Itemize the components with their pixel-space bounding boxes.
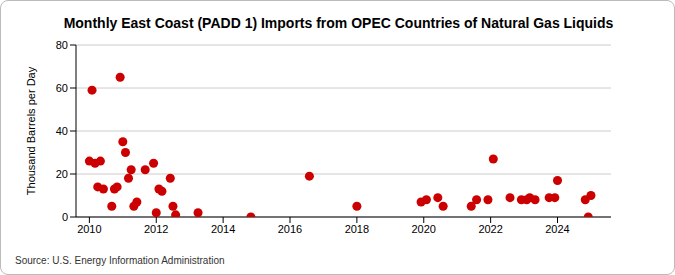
svg-text:2018: 2018 bbox=[345, 223, 369, 235]
svg-text:20: 20 bbox=[56, 168, 68, 180]
svg-text:0: 0 bbox=[62, 211, 68, 223]
svg-text:2010: 2010 bbox=[77, 223, 101, 235]
svg-text:60: 60 bbox=[56, 82, 68, 94]
html-text:Monthly East Coast (PADD 1) Im: Monthly East Coast (PADD 1) Imports from… bbox=[63, 15, 614, 31]
svg-text:2014: 2014 bbox=[211, 223, 235, 235]
svg-text:80: 80 bbox=[56, 39, 68, 51]
svg-text:2022: 2022 bbox=[478, 223, 502, 235]
svg-text:2016: 2016 bbox=[278, 223, 302, 235]
html-text:Source: U.S. Energy Informatio: Source: U.S. Energy Information Administ… bbox=[15, 255, 225, 266]
svg-text:Thousand Barrels per Day: Thousand Barrels per Day bbox=[25, 66, 37, 195]
svg-text:2024: 2024 bbox=[545, 223, 569, 235]
svg-text:40: 40 bbox=[56, 125, 68, 137]
svg-text:2020: 2020 bbox=[412, 223, 436, 235]
svg-text:2012: 2012 bbox=[144, 223, 168, 235]
